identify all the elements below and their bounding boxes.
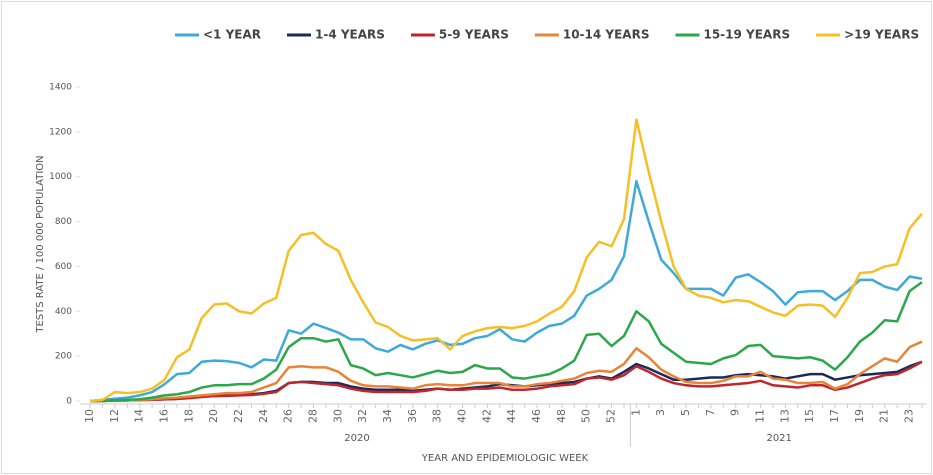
x-tick-label: 36 (406, 409, 419, 423)
series-line (90, 281, 923, 403)
x-tick-label: 50 (580, 409, 593, 423)
x-tick-label: 16 (158, 409, 171, 423)
x-tick-label: 20 (207, 409, 220, 423)
x-tick-label: 32 (356, 409, 369, 423)
group-label: 2021 (766, 433, 791, 444)
legend-label: >19 YEARS (844, 28, 919, 42)
series-line (90, 360, 923, 403)
legend-label: <1 YEAR (203, 28, 261, 42)
x-tick-label: 21 (878, 409, 891, 423)
x-tick-label: 17 (828, 409, 841, 423)
x-tick-label: 14 (133, 409, 146, 423)
x-tick-label: 19 (853, 409, 866, 423)
series-line (90, 340, 923, 403)
y-tick-label: 200 (55, 352, 72, 362)
legend-label: 1-4 YEARS (315, 28, 385, 42)
legend-label: 5-9 YEARS (439, 28, 509, 42)
x-tick-label: 10 (83, 409, 96, 423)
x-tick-label: 30 (331, 409, 344, 423)
x-tick-label: 22 (232, 409, 245, 423)
x-tick-label: 26 (282, 409, 295, 423)
x-tick-label: 24 (257, 409, 270, 423)
y-tick-label: 400 (55, 307, 72, 317)
x-tick-label: 28 (307, 409, 320, 423)
series-line (89, 179, 923, 403)
x-tick-label: 5 (679, 409, 692, 416)
x-tick-label: 11 (754, 409, 767, 423)
group-label: 2020 (344, 433, 369, 444)
y-tick-label: 1000 (49, 172, 72, 182)
x-tick-label: 15 (803, 409, 816, 423)
legend-label: 10-14 YEARS (563, 28, 650, 42)
x-tick-label: 7 (704, 409, 717, 416)
x-tick-label: 48 (555, 409, 568, 423)
x-tick-label: 1 (629, 409, 642, 416)
x-tick-label: 3 (654, 409, 667, 416)
y-tick-label: 600 (55, 262, 72, 272)
x-tick-label: 13 (778, 409, 791, 423)
y-tick-label: 1200 (49, 127, 72, 137)
x-tick-label: 52 (605, 409, 618, 423)
x-tick-label: 38 (431, 409, 444, 423)
y-axis-label: TESTS RATE / 100 000 POPULATION (35, 155, 46, 333)
series-line (89, 118, 923, 403)
x-tick-label: 44 (505, 409, 518, 423)
y-tick-label: 800 (55, 217, 72, 227)
y-tick-label: 1400 (49, 83, 72, 93)
y-tick-label: 0 (66, 397, 72, 407)
x-tick-label: 46 (530, 409, 543, 423)
x-tick-label: 12 (108, 409, 121, 423)
legend-label: 15-19 YEARS (703, 28, 790, 42)
x-tick-label: 9 (729, 409, 742, 416)
x-tick-label: 23 (903, 409, 916, 423)
x-tick-label: 18 (182, 409, 195, 423)
x-tick-label: 42 (480, 409, 493, 423)
x-axis-label: YEAR AND EPIDEMIOLOGIC WEEK (421, 453, 589, 464)
x-tick-label: 34 (381, 409, 394, 423)
x-tick-label: 40 (456, 409, 469, 423)
